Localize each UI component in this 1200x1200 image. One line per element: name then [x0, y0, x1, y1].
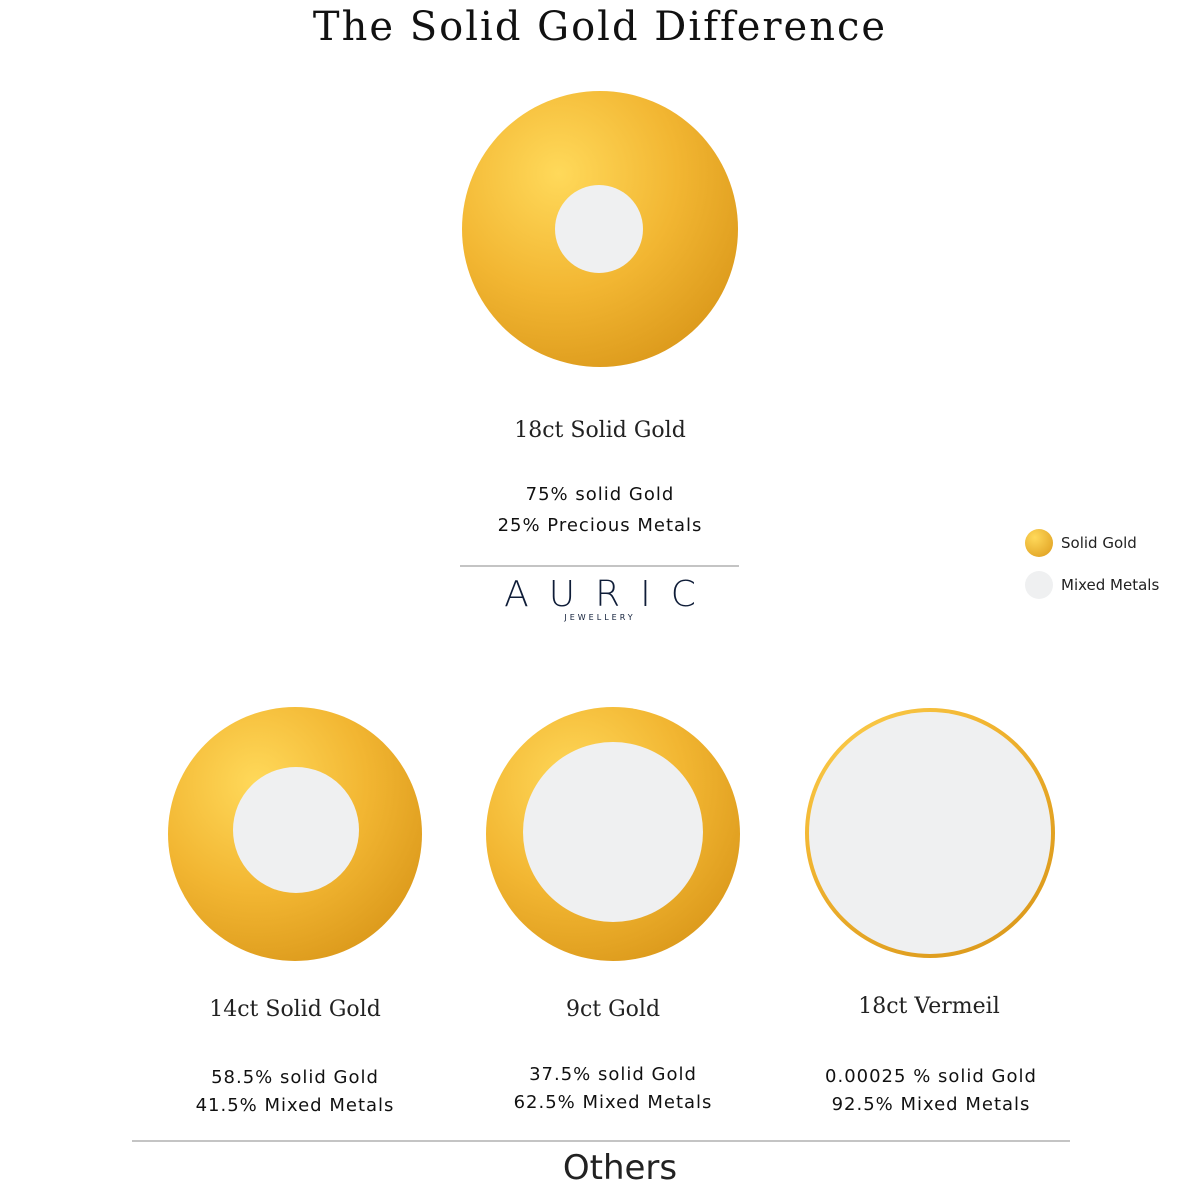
legend-mixed-metals: Mixed Metals: [1061, 576, 1160, 594]
logo-sub: JEWELLERY: [564, 613, 636, 622]
mixed-metal-core: [233, 767, 359, 893]
logo-brand: AURIC: [504, 574, 716, 615]
gold-disc-18ct: [462, 91, 738, 367]
gold-disc-vermeil: [805, 708, 1055, 958]
solid-gold-swatch: [1025, 529, 1053, 557]
item-gold-14ct: 58.5% solid Gold: [211, 1067, 379, 1088]
gold-disc-14ct: [168, 707, 422, 961]
item-name-9ct: 9ct Gold: [565, 997, 661, 1022]
item-metal-9ct: 62.5% Mixed Metals: [513, 1092, 713, 1113]
featured-name: 18ct Solid Gold: [514, 418, 686, 443]
mixed-metal-core: [809, 712, 1051, 954]
gold-disc-9ct: [486, 707, 740, 961]
item-metal-vermeil: 92.5% Mixed Metals: [831, 1094, 1031, 1115]
others-label: Others: [562, 1148, 678, 1188]
featured-metal-line: 25% Precious Metals: [497, 515, 703, 536]
featured-gold-line: 75% solid Gold: [525, 484, 675, 505]
legend-solid-gold: Solid Gold: [1061, 534, 1137, 552]
mixed-metals-swatch: [1025, 571, 1053, 599]
mixed-metal-core: [523, 742, 703, 922]
item-gold-9ct: 37.5% solid Gold: [529, 1064, 697, 1085]
item-metal-14ct: 41.5% Mixed Metals: [195, 1095, 395, 1116]
auric-logo: AURIC JEWELLERY: [460, 574, 740, 622]
item-name-14ct: 14ct Solid Gold: [209, 997, 381, 1022]
item-gold-vermeil: 0.00025 % solid Gold: [825, 1066, 1037, 1087]
page-title: The Solid Gold Difference: [312, 4, 888, 50]
others-divider: [132, 1140, 1070, 1142]
item-name-vermeil: 18ct Vermeil: [858, 994, 1000, 1019]
divider: [460, 565, 739, 567]
mixed-metal-core: [555, 185, 643, 273]
